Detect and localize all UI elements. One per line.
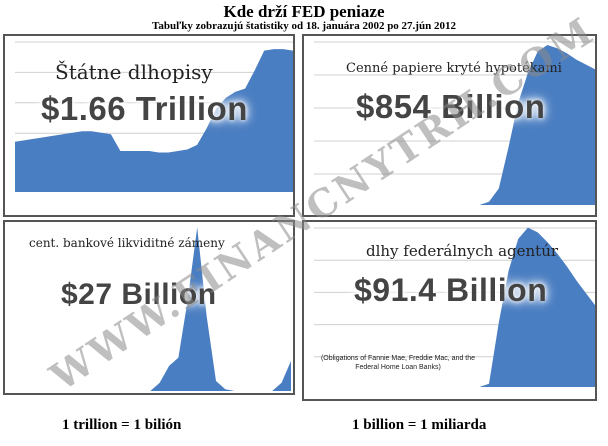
panel-chart-mortgage-securities [314, 41, 595, 205]
area-series [314, 227, 595, 387]
footer-left: 1 trillion = 1 bilión [62, 417, 182, 433]
panel-treasury: Štátne dlhopisy $1.66 Trillion [3, 34, 295, 217]
panel-mortgage-securities: Cenné papiere kryté hypotékami $854 Bill… [302, 34, 597, 217]
panel-chart-agency-debt [314, 227, 595, 387]
panel-liquidity-swaps: cent. bankové likviditné zámeny $27 Bill… [3, 220, 295, 395]
chart-title: Kde drží FED peniaze [223, 2, 385, 21]
panel-chart-treasury [15, 41, 293, 192]
panel-value: $27 Billion [61, 278, 217, 311]
panel-agency-debt: dlhy federálnych agentúr $91.4 Billion (… [302, 220, 597, 401]
area-series [314, 45, 595, 205]
panel-value: $91.4 Billion [354, 272, 548, 308]
panel-value: $854 Billion [356, 88, 546, 125]
panel-note: (Obligations of Fannie Mae, Freddie Mac,… [320, 355, 476, 371]
panel-value: $1.66 Trillion [41, 90, 248, 127]
panel-label: Štátne dlhopisy [55, 60, 213, 84]
panel-label: cent. bankové likviditné zámeny [29, 236, 225, 250]
chart-subtitle: Tabuľky zobrazujú štatistiky od 18. janu… [152, 20, 456, 32]
panel-label: dlhy federálnych agentúr [366, 242, 559, 260]
area-series [15, 49, 293, 192]
footer-right: 1 billion = 1 miliarda [352, 417, 487, 433]
panel-label: Cenné papiere kryté hypotékami [346, 61, 562, 76]
